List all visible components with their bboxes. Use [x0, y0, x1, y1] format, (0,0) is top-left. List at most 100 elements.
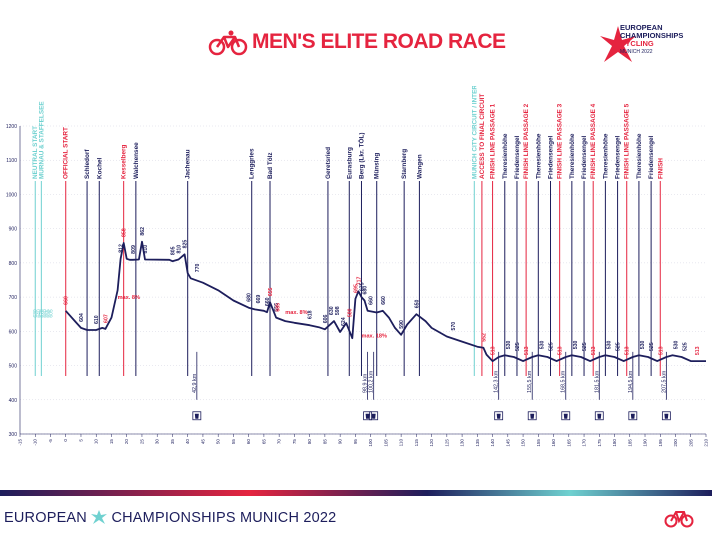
icon-frame	[369, 411, 379, 421]
elevation-label: 618	[308, 310, 314, 319]
start-elevation-label: 655	[45, 309, 51, 318]
elevation-label: 810	[143, 245, 149, 254]
bin-icon	[194, 413, 199, 419]
x-tick-label: 140	[490, 439, 495, 447]
footer-star-icon	[91, 510, 108, 524]
feed-zone-icon	[369, 411, 379, 421]
km-marker-label: 42,9 km	[192, 373, 198, 393]
elevation-label: 805	[170, 246, 176, 255]
x-tick-label: 65	[261, 439, 266, 445]
place-label: Friedensengel	[548, 135, 555, 179]
place-label: Friedensengel	[581, 135, 588, 179]
x-tick-label: 165	[566, 439, 571, 447]
gradient-annotation: max. 18%	[361, 333, 387, 339]
logo-line-4: MUNICH 2022	[620, 49, 653, 55]
x-tick-label: 160	[551, 439, 556, 447]
logo-line-1: EUROPEAN	[620, 23, 663, 32]
km-marker-label: 168,5 km	[561, 370, 567, 393]
place-label: Theresienhöhe	[569, 133, 576, 179]
elevation-label: 580	[347, 308, 353, 317]
elevation-label: 530	[640, 341, 646, 350]
place-label: ACCESS TO FINAL CIRCUIT	[479, 94, 486, 179]
place-label: Friedensengel	[514, 135, 521, 179]
place-label: Münsing	[374, 153, 381, 179]
bin-icon	[630, 413, 635, 419]
x-tick-label: 170	[582, 439, 587, 447]
place-label: Theresienhöhe	[602, 133, 609, 179]
elevation-label: 570	[451, 322, 457, 331]
y-tick-label: 500	[9, 364, 18, 370]
x-tick-label: 30	[155, 439, 160, 445]
elevation-label: 650	[414, 299, 420, 308]
y-tick-label: 400	[9, 398, 18, 404]
x-tick-label: 115	[414, 439, 419, 447]
x-tick-label: 45	[200, 439, 205, 445]
footer-stripe	[0, 490, 712, 496]
start-elevation-label: 680	[42, 309, 48, 318]
place-label: Eurasburg	[346, 147, 353, 179]
x-tick-label: 175	[597, 439, 602, 447]
x-tick-label: 90	[338, 439, 343, 445]
icon-frame	[363, 411, 372, 421]
elevation-label: 525	[616, 342, 622, 351]
feed-zone-icon	[594, 411, 604, 421]
y-tick-label: 900	[9, 227, 18, 233]
place-label: Bad Tölz	[267, 152, 274, 179]
elevation-label: 717	[356, 277, 362, 286]
footer-brand-european: EUROPEAN	[4, 510, 87, 526]
x-tick-label: 205	[688, 439, 693, 447]
footer-cycling-icon	[664, 511, 694, 528]
x-tick-label: 60	[246, 439, 251, 445]
x-tick-label: 120	[429, 439, 434, 447]
elevation-label: 530	[606, 341, 612, 350]
elevation-label: 607	[103, 314, 109, 323]
european-championships-logo: EUROPEAN CHAMPIONSHIPS CYCLING MUNICH 20…	[596, 22, 706, 70]
x-tick-label: 55	[231, 439, 236, 445]
x-tick-label: 105	[383, 439, 388, 447]
elevation-label: 660	[369, 296, 375, 305]
elevation-label: 552	[481, 333, 487, 342]
place-label: Wangen	[416, 154, 423, 179]
header: MEN'S ELITE ROAD RACE EUROPEAN CHAMPIONS…	[0, 0, 712, 90]
place-label: Lenggries	[249, 148, 256, 179]
x-tick-label: 85	[322, 439, 327, 445]
y-tick-label: 600	[9, 329, 18, 335]
elevation-label: 525	[582, 342, 588, 351]
x-tick-label: 50	[216, 439, 221, 445]
elevation-label: 655	[268, 287, 274, 296]
place-label: Friedensengel	[615, 135, 622, 179]
elevation-label: 513	[491, 346, 497, 355]
elevation-label: 525	[549, 342, 555, 351]
elevation-label: 809	[131, 245, 137, 254]
elevation-label: 660	[64, 296, 70, 305]
elevation-label: 656	[274, 303, 280, 312]
x-tick-label: 145	[505, 439, 510, 447]
place-label: MUNICH CITY CIRCUIT / INTERSECTION	[471, 86, 478, 179]
y-tick-label: 300	[9, 432, 18, 438]
elevation-label: 610	[94, 315, 100, 324]
km-marker-label: 155,5 km	[527, 370, 533, 393]
elevation-label: 695	[353, 284, 359, 293]
bin-icon	[664, 413, 669, 419]
x-tick-label: -10	[33, 439, 38, 446]
x-tick-label: 10	[94, 439, 99, 445]
elevation-label: 513	[625, 346, 631, 355]
place-label: Geretsried	[325, 147, 332, 179]
x-tick-label: 195	[658, 439, 663, 447]
x-tick-label: 0	[63, 439, 68, 442]
start-elevation-label: 670	[39, 309, 45, 318]
feed-zone-icon	[192, 411, 202, 421]
place-label: Friedensengel	[648, 135, 655, 179]
elevation-label: 810	[177, 245, 183, 254]
elevation-label: 513	[695, 346, 701, 355]
place-label: Theresienhöhe	[535, 133, 542, 179]
elevation-label: 660	[265, 297, 271, 306]
x-tick-label: 155	[536, 439, 541, 447]
elevation-label: 530	[506, 341, 512, 350]
feed-zone-icon	[527, 411, 537, 421]
elevation-label: 660	[381, 296, 387, 305]
place-label: Schledorf	[84, 149, 91, 179]
km-marker-label: 181,5 km	[594, 370, 600, 393]
place-label: MURNAU & STAFFELSEE	[38, 101, 45, 179]
place-label: Jachenau	[185, 149, 192, 179]
